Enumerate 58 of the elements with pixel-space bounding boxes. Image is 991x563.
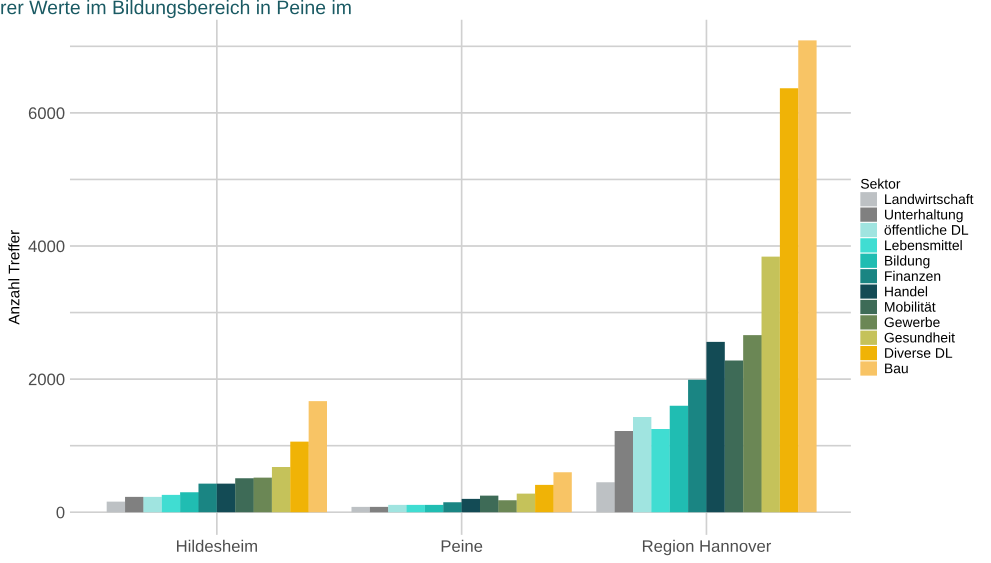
bar [235,478,254,512]
bar [462,498,480,512]
legend-label: Gesundheit [884,332,955,343]
legend-label: Handel [885,286,928,296]
bar [272,466,290,512]
bar [370,506,388,512]
bar [290,442,309,512]
legend-label: Gewerbe [884,316,940,328]
bar [724,360,744,512]
bar [633,417,652,512]
bar [198,484,217,512]
y-tick-label: 4000 [28,240,64,252]
x-tick-label: Hildesheim [176,540,257,552]
bar [406,504,425,512]
bar [143,496,162,512]
bar [553,472,572,512]
y-tick-label: 2000 [28,374,64,386]
bar [180,492,198,512]
bar [480,496,498,512]
chart-title: rer Werte im Bildungsbereich in Peine im [1,0,351,18]
bar [216,484,236,512]
bar [614,431,633,512]
bar [308,401,328,512]
bar [498,500,517,512]
legend-label: Bau [885,364,908,374]
bar [254,478,272,512]
bar [106,502,126,512]
bar [162,494,180,512]
bar [688,380,706,512]
bar [424,504,444,512]
legend-label: Mobilität [885,302,936,312]
bar [535,484,554,512]
bar [670,406,688,512]
x-tick-label: Region Hannover [642,540,772,556]
legend-label: Lebensmittel [885,240,962,250]
bar [651,429,670,512]
legend-label: Diverse DL [885,348,952,358]
legend-title: Sektor [860,178,900,189]
bar [798,40,817,512]
bar [743,335,762,512]
y-axis-title: Anzahl Treffer [8,230,20,325]
legend-label: öffentliche DL [884,224,968,235]
bar [596,482,615,512]
bar [125,496,144,512]
x-tick-label: Peine [442,540,482,552]
legend-label: Bildung [885,255,930,268]
bar [443,502,462,512]
legend-label: Unterhaltung [885,209,963,222]
y-tick-label: 6000 [28,107,64,120]
bar [516,494,536,512]
legend-label: Landwirtschaft [885,194,974,204]
legend-label: Finanzen [885,270,940,282]
bar [762,256,780,512]
bar [351,506,370,512]
bar [388,504,407,512]
bar [706,342,725,512]
y-tick-label: 0 [56,506,64,518]
bar [780,88,798,512]
